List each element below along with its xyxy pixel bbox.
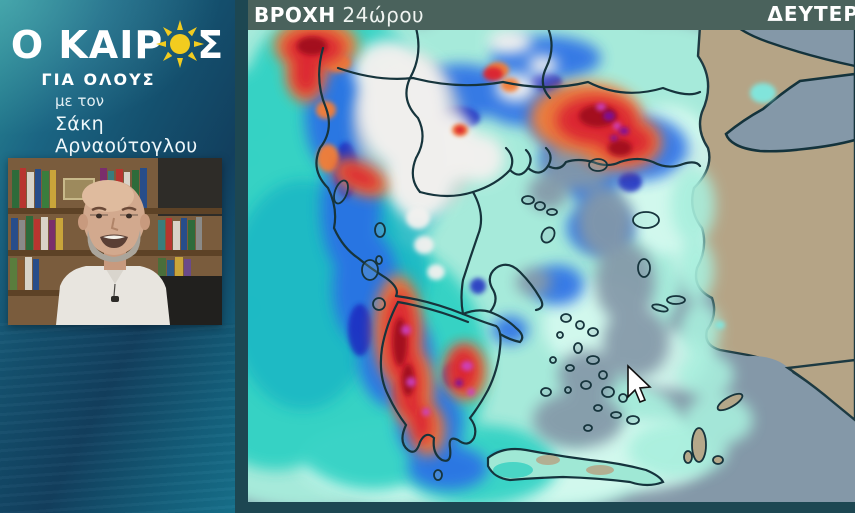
greece-coastline xyxy=(315,30,702,462)
map-header: ΒΡΟΧΗ 24ώρου ΔΕΥΤΕΡ xyxy=(248,0,855,30)
weather-map-panel: ΒΡΟΧΗ 24ώρου ΔΕΥΤΕΡ xyxy=(235,0,855,513)
crete-island xyxy=(486,447,665,487)
logo-subtitle: ΓΙΑ ΟΛΟΥΣ xyxy=(41,70,156,89)
byline: με τον Σάκη Αρναούτογλου xyxy=(55,92,235,157)
show-logo: Ο ΚΑΙΡ xyxy=(0,20,235,89)
weather-map xyxy=(248,30,855,502)
map-viewport xyxy=(248,30,855,502)
presenter xyxy=(56,180,170,325)
presenter-video-inset xyxy=(8,158,222,325)
map-title-bold: ΒΡΟΧΗ xyxy=(254,3,336,27)
marmara-sea xyxy=(724,72,855,153)
byline-intro: με τον xyxy=(55,92,105,110)
map-title-rest: 24ώρου xyxy=(342,3,425,27)
islands xyxy=(333,158,744,481)
black-sea-edge xyxy=(739,30,855,68)
sidebar: Ο ΚΑΙΡ xyxy=(0,0,235,513)
arrow-cursor-icon xyxy=(627,364,652,404)
logo-title-pre: Ο ΚΑΙΡ xyxy=(10,23,164,67)
sun-icon xyxy=(156,20,205,68)
day-label: ΔΕΥΤΕΡ xyxy=(767,2,855,26)
logo-title-post: Σ xyxy=(197,23,225,67)
presenter-name: Σάκη Αρναούτογλου xyxy=(55,113,198,157)
map-title: ΒΡΟΧΗ 24ώρου xyxy=(248,3,424,27)
